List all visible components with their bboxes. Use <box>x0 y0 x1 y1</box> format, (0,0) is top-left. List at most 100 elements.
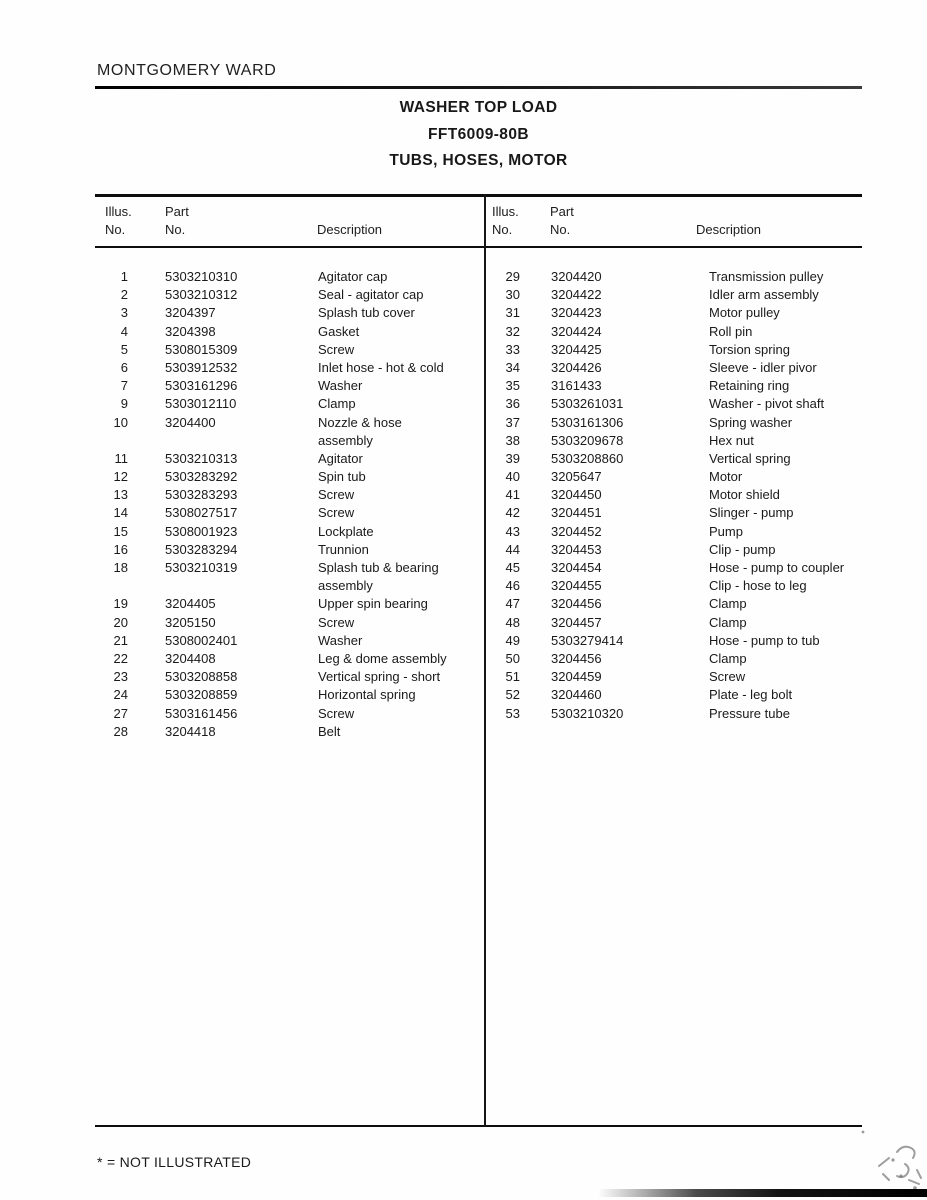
table-row: 51 3204459 Screw <box>487 668 862 686</box>
part-no-cell: 5303161456 <box>165 705 238 721</box>
illus-no-cell: 42 <box>505 505 520 521</box>
illus-no-cell: 52 <box>505 687 520 703</box>
part-no-cell: 3204424 <box>551 323 602 339</box>
part-no-cell: 3204397 <box>165 305 216 321</box>
description-cell: Belt <box>318 723 341 739</box>
illus-no-cell: 27 <box>113 705 128 721</box>
part-no-cell: 5303161306 <box>551 414 624 430</box>
table-row: 29 3204420 Transmission pulley <box>487 268 862 286</box>
table-row: 19 3204405 Upper spin bearing <box>95 595 483 613</box>
part-no-cell: 5303209678 <box>551 432 624 448</box>
illus-no-cell: 32 <box>505 323 520 339</box>
illus-no-cell: 53 <box>505 705 520 721</box>
table-row: 43 3204452 Pump <box>487 523 862 541</box>
table-row: 3 3204397 Splash tub cover <box>95 304 483 322</box>
description-cell: Horizontal spring <box>318 687 416 703</box>
table-row: 53 5303210320 Pressure tube <box>487 705 862 723</box>
header-rule <box>95 86 862 89</box>
description-cell: Clip - hose to leg <box>709 578 807 594</box>
illus-no-cell: 15 <box>113 523 128 539</box>
description-cell: Lockplate <box>318 523 374 539</box>
table-header-underline <box>95 246 862 248</box>
parts-table: Illus. No. Part No. Description Illus. N… <box>95 194 862 1127</box>
part-no-cell: 3204418 <box>165 723 216 739</box>
table-row: 49 5303279414 Hose - pump to tub <box>487 632 862 650</box>
table-row: 36 5303261031 Washer - pivot shaft <box>487 395 862 413</box>
illus-no-cell: 28 <box>113 723 128 739</box>
description-cell: Screw <box>318 487 355 503</box>
part-no-cell: 5303210313 <box>165 450 238 466</box>
table-row: 35 3161433 Retaining ring <box>487 377 862 395</box>
part-no-cell: 5303912532 <box>165 359 238 375</box>
description-cell: Torsion spring <box>709 341 790 357</box>
illus-no-cell: 31 <box>505 305 520 321</box>
table-row: 5 5308015309 Screw <box>95 341 483 359</box>
table-row: 41 3204450 Motor shield <box>487 486 862 504</box>
illus-no-cell: 23 <box>113 669 128 685</box>
illus-no-cell: 30 <box>505 287 520 303</box>
part-no-cell: 5308027517 <box>165 505 238 521</box>
table-bottom-border <box>95 1125 862 1127</box>
description-cell: Gasket <box>318 323 360 339</box>
illus-no-cell: 13 <box>113 487 128 503</box>
illus-no-cell: 45 <box>505 560 520 575</box>
table-top-border <box>95 194 862 197</box>
description-cell: Agitator <box>318 450 363 466</box>
description-cell: Hex nut <box>709 432 754 448</box>
description-cell: Sleeve - idler pivor <box>709 359 817 375</box>
column-header-part-no-left: Part No. <box>165 204 189 237</box>
illus-no-cell: 6 <box>120 359 128 375</box>
pen-scribble <box>861 1130 922 1190</box>
table-row: 7 5303161296 Washer <box>95 377 483 395</box>
illus-no-cell: 44 <box>505 541 520 557</box>
table-row: 18 5303210319 Splash tub & bearing <box>95 559 483 577</box>
part-no-cell: 3204423 <box>551 305 602 321</box>
part-no-cell: 3204408 <box>165 650 216 666</box>
description-cell: Spin tub <box>318 469 366 485</box>
table-row: 40 3205647 Motor <box>487 468 862 486</box>
illus-no-cell: 35 <box>505 378 520 394</box>
part-no-cell <box>165 577 318 595</box>
table-row: 52 3204460 Plate - leg bolt <box>487 686 862 704</box>
illus-no-cell: 38 <box>505 432 520 448</box>
illus-no-cell: 50 <box>505 650 520 666</box>
table-row: 13 5303283293 Screw <box>95 486 483 504</box>
table-row: 15 5308001923 Lockplate <box>95 523 483 541</box>
description-cell: Washer - pivot shaft <box>709 396 825 412</box>
column-header-description-left: Description <box>317 221 383 237</box>
illus-no-cell: 12 <box>113 469 128 485</box>
description-cell: assembly <box>318 432 373 448</box>
illus-no-cell: 21 <box>113 632 128 648</box>
table-row: 1 5303210310 Agitator cap <box>95 268 483 286</box>
part-no-cell: 3204398 <box>165 323 216 339</box>
illus-no-cell: 48 <box>505 614 520 630</box>
illus-no-cell: 18 <box>113 560 128 575</box>
illus-no-cell: 40 <box>505 469 520 485</box>
table-row: 30 3204422 Idler arm assembly <box>487 286 862 304</box>
section-title: TUBS, HOSES, MOTOR <box>389 152 568 169</box>
table-row: 22 3204408 Leg & dome assembly <box>95 650 483 668</box>
description-cell: Splash tub cover <box>318 305 415 321</box>
description-cell: Screw <box>318 505 355 521</box>
table-row: 21 5308002401 Washer <box>95 632 483 650</box>
part-no-cell: 3204400 <box>165 414 216 430</box>
part-no-cell: 3205647 <box>551 469 602 485</box>
part-no-cell: 5303283292 <box>165 469 238 485</box>
part-no-cell: 3204450 <box>551 487 602 503</box>
table-row: 31 3204423 Motor pulley <box>487 304 862 322</box>
description-cell: assembly <box>318 578 373 594</box>
part-no-cell: 3204422 <box>551 287 602 303</box>
illus-no-cell: 1 <box>120 269 128 284</box>
part-no-cell: 3204420 <box>551 269 602 284</box>
table-row: 50 3204456 Clamp <box>487 650 862 668</box>
table-row: assembly <box>95 577 483 595</box>
illus-no-cell: 2 <box>120 287 128 303</box>
description-cell: Clamp <box>709 650 747 666</box>
part-no-cell: 3204460 <box>551 687 602 703</box>
column-header-illus-no-left: Illus. No. <box>105 204 132 237</box>
part-no-cell: 5303161296 <box>165 378 238 394</box>
part-no-cell: 3204425 <box>551 341 602 357</box>
table-row: 16 5303283294 Trunnion <box>95 541 483 559</box>
part-no-cell <box>165 432 318 450</box>
table-row: 6 5303912532 Inlet hose - hot & cold <box>95 359 483 377</box>
